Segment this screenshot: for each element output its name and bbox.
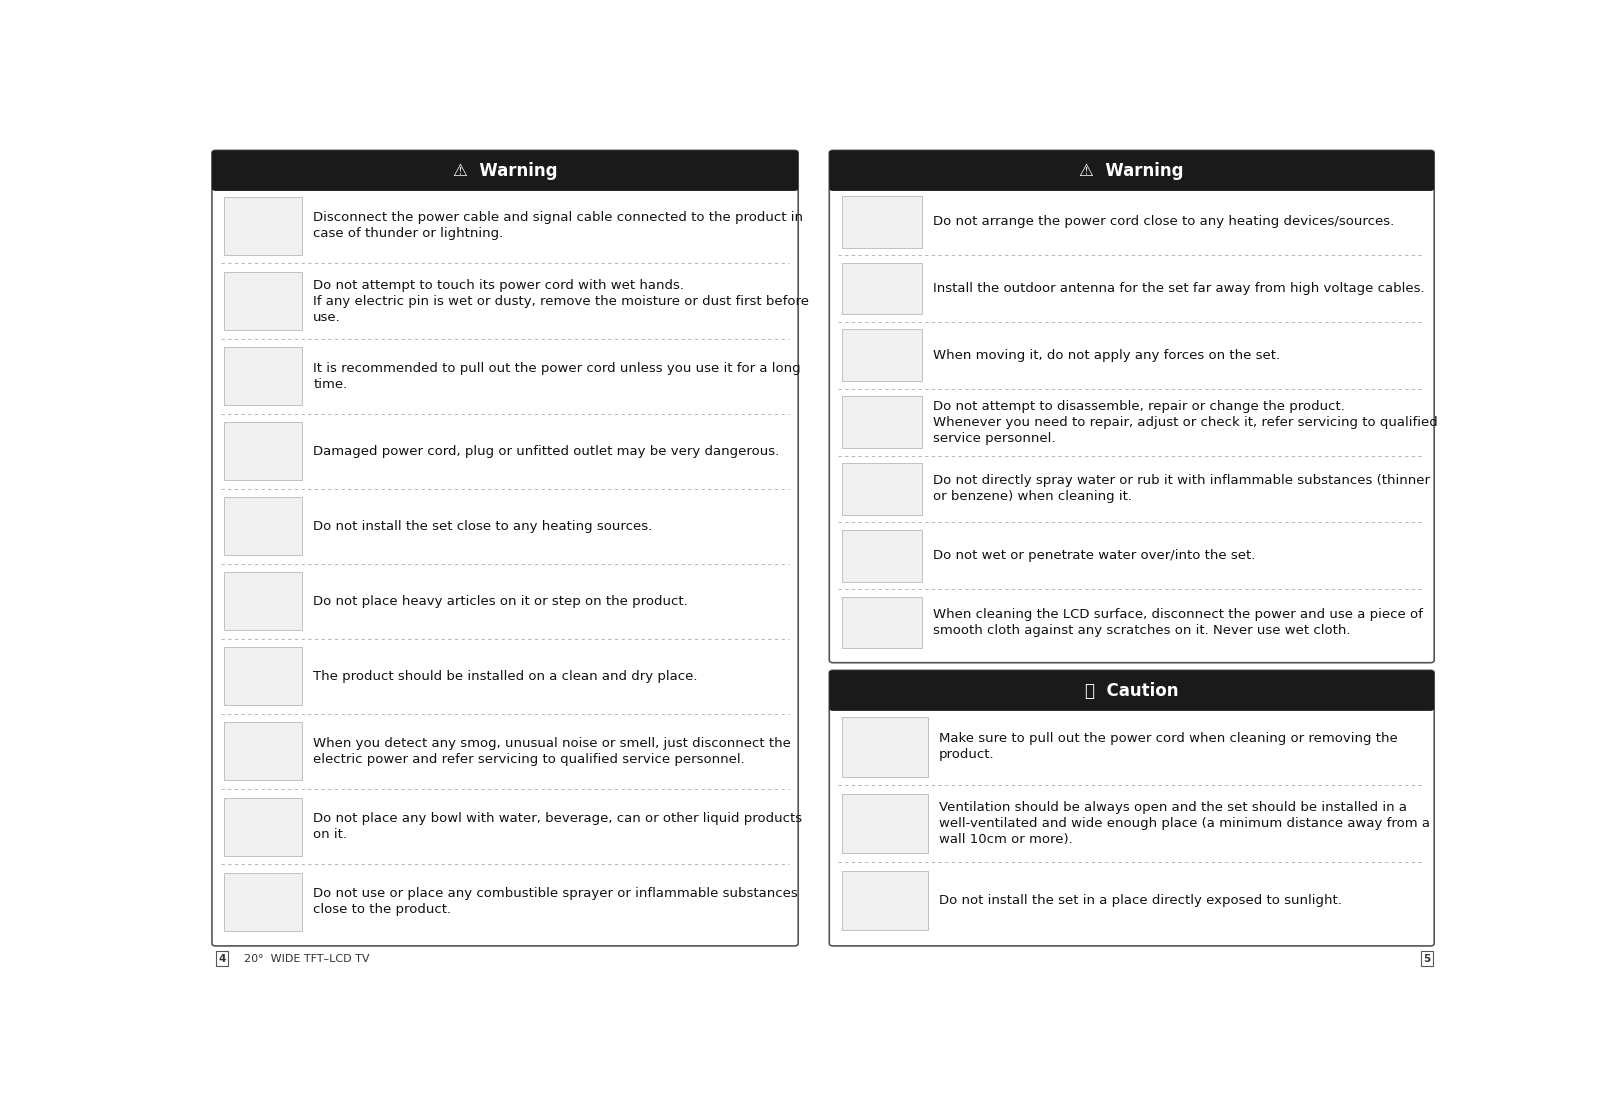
FancyBboxPatch shape bbox=[828, 150, 1433, 663]
Text: When moving it, do not apply any forces on the set.: When moving it, do not apply any forces … bbox=[933, 349, 1279, 362]
FancyBboxPatch shape bbox=[225, 347, 302, 405]
Bar bbox=[836, 170, 1425, 189]
FancyBboxPatch shape bbox=[841, 463, 921, 515]
Text: Ventilation should be always open and the set should be installed in a
well-vent: Ventilation should be always open and th… bbox=[939, 802, 1428, 847]
Text: Do not wet or penetrate water over/into the set.: Do not wet or penetrate water over/into … bbox=[933, 549, 1255, 562]
Text: ⚠  Warning: ⚠ Warning bbox=[453, 161, 557, 180]
Text: Install the outdoor antenna for the set far away from high voltage cables.: Install the outdoor antenna for the set … bbox=[933, 282, 1424, 295]
Bar bbox=[220, 170, 790, 189]
Text: Do not use or place any combustible sprayer or inflammable substances
close to t: Do not use or place any combustible spra… bbox=[313, 887, 798, 916]
Text: Do not install the set in a place directly exposed to sunlight.: Do not install the set in a place direct… bbox=[939, 894, 1342, 907]
FancyBboxPatch shape bbox=[828, 150, 1433, 191]
Text: Make sure to pull out the power cord when cleaning or removing the
product.: Make sure to pull out the power cord whe… bbox=[939, 732, 1396, 761]
Text: Damaged power cord, plug or unfitted outlet may be very dangerous.: Damaged power cord, plug or unfitted out… bbox=[313, 445, 778, 458]
Text: The product should be installed on a clean and dry place.: The product should be installed on a cle… bbox=[313, 670, 698, 683]
FancyBboxPatch shape bbox=[225, 648, 302, 705]
FancyBboxPatch shape bbox=[225, 272, 302, 330]
FancyBboxPatch shape bbox=[225, 873, 302, 931]
Text: 5: 5 bbox=[1422, 954, 1430, 964]
Text: When cleaning the LCD surface, disconnect the power and use a piece of
smooth cl: When cleaning the LCD surface, disconnec… bbox=[933, 608, 1422, 637]
FancyBboxPatch shape bbox=[841, 871, 928, 930]
Text: Do not place any bowl with water, beverage, can or other liquid products
on it.: Do not place any bowl with water, bevera… bbox=[313, 813, 802, 841]
Text: Do not attempt to touch its power cord with wet hands.
If any electric pin is we: Do not attempt to touch its power cord w… bbox=[313, 279, 809, 324]
FancyBboxPatch shape bbox=[841, 195, 921, 248]
Text: Do not install the set close to any heating sources.: Do not install the set close to any heat… bbox=[313, 519, 652, 533]
FancyBboxPatch shape bbox=[841, 596, 921, 649]
FancyBboxPatch shape bbox=[841, 717, 928, 776]
FancyBboxPatch shape bbox=[225, 197, 302, 255]
FancyBboxPatch shape bbox=[225, 572, 302, 630]
Text: Disconnect the power cable and signal cable connected to the product in
case of : Disconnect the power cable and signal ca… bbox=[313, 212, 802, 240]
FancyBboxPatch shape bbox=[828, 670, 1433, 946]
Text: 4: 4 bbox=[218, 954, 225, 964]
Bar bbox=[836, 691, 1425, 708]
FancyBboxPatch shape bbox=[841, 794, 928, 853]
FancyBboxPatch shape bbox=[212, 150, 798, 946]
Text: ⚠  Warning: ⚠ Warning bbox=[1079, 161, 1183, 180]
FancyBboxPatch shape bbox=[225, 497, 302, 556]
FancyBboxPatch shape bbox=[225, 722, 302, 781]
FancyBboxPatch shape bbox=[828, 670, 1433, 710]
FancyBboxPatch shape bbox=[841, 396, 921, 448]
FancyBboxPatch shape bbox=[212, 150, 798, 191]
Text: When you detect any smog, unusual noise or smell, just disconnect the
electric p: When you detect any smog, unusual noise … bbox=[313, 737, 791, 766]
Text: Do not attempt to disassemble, repair or change the product.
Whenever you need t: Do not attempt to disassemble, repair or… bbox=[933, 400, 1436, 445]
FancyBboxPatch shape bbox=[841, 329, 921, 381]
FancyBboxPatch shape bbox=[225, 422, 302, 480]
FancyBboxPatch shape bbox=[841, 262, 921, 314]
Text: 20°  WIDE TFT–LCD TV: 20° WIDE TFT–LCD TV bbox=[244, 954, 369, 964]
Text: It is recommended to pull out the power cord unless you use it for a long
time.: It is recommended to pull out the power … bbox=[313, 361, 801, 391]
FancyBboxPatch shape bbox=[841, 530, 921, 582]
Text: Do not directly spray water or rub it with inflammable substances (thinner
or be: Do not directly spray water or rub it wi… bbox=[933, 474, 1428, 504]
Text: Do not arrange the power cord close to any heating devices/sources.: Do not arrange the power cord close to a… bbox=[933, 215, 1393, 228]
Text: ⓘ  Caution: ⓘ Caution bbox=[1085, 682, 1178, 699]
Text: Do not place heavy articles on it or step on the product.: Do not place heavy articles on it or ste… bbox=[313, 595, 687, 608]
FancyBboxPatch shape bbox=[225, 797, 302, 855]
